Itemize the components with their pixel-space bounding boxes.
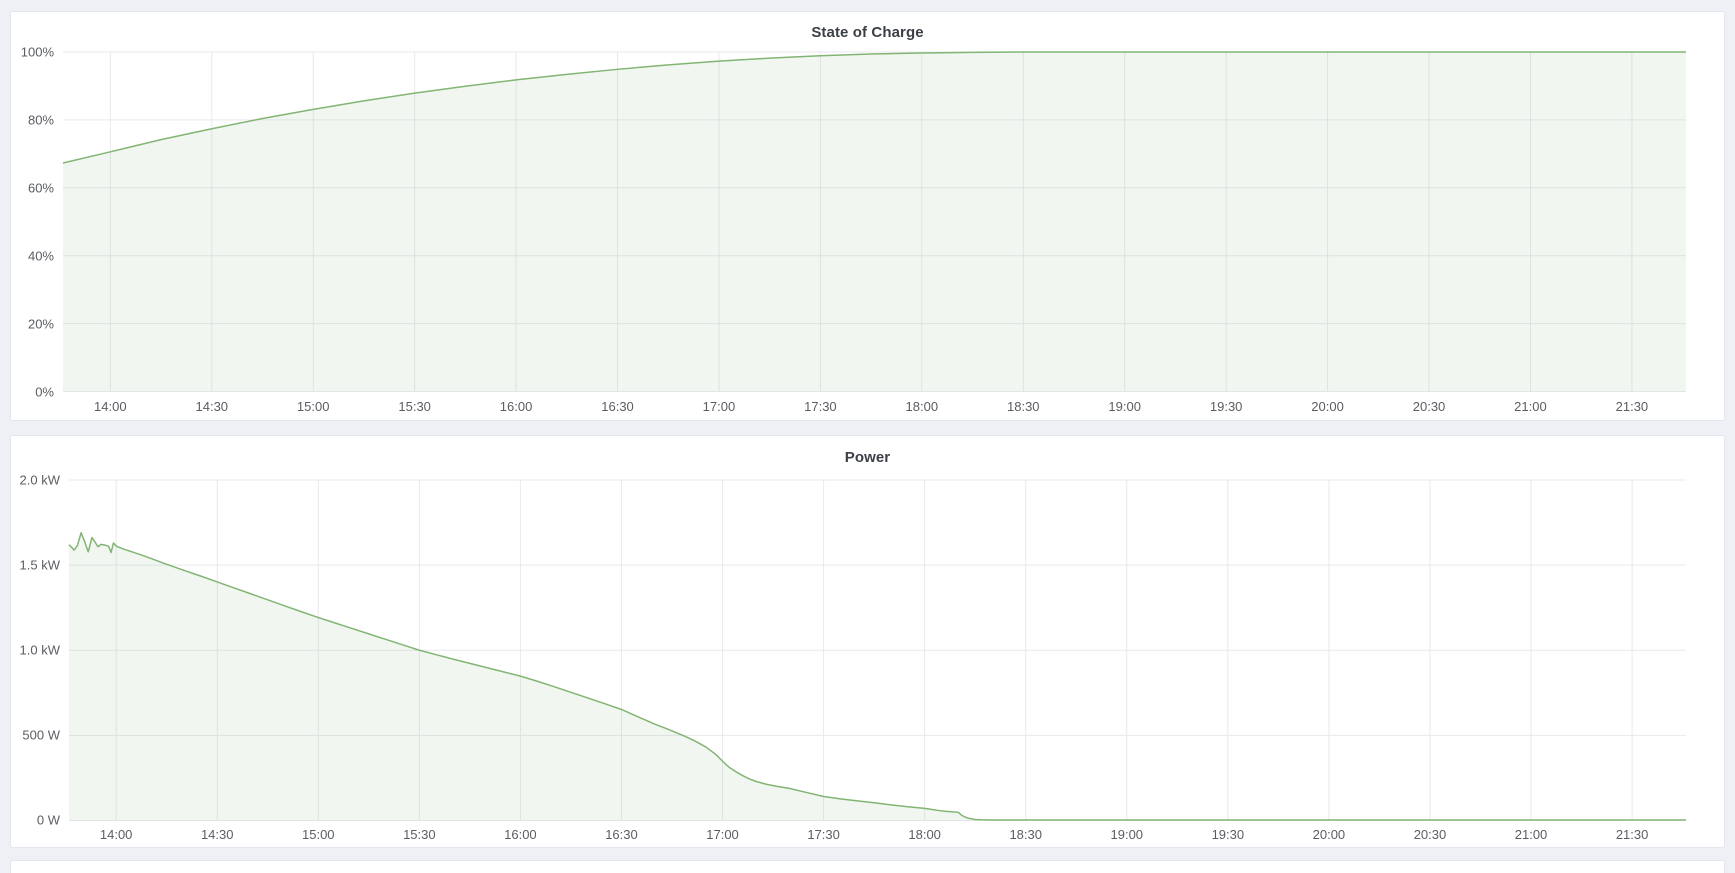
power-plot-svg bbox=[69, 480, 1686, 820]
x-tick-label: 19:30 bbox=[1211, 827, 1245, 842]
series-line bbox=[69, 532, 1686, 819]
y-tick-label: 20% bbox=[27, 316, 54, 332]
y-tick-label: 1.0 kW bbox=[19, 642, 60, 658]
x-tick-label: 18:30 bbox=[1009, 827, 1042, 842]
panel-state-of-charge: State of Charge 0% 20% 40% 60% 80% 100% 14:00… bbox=[10, 11, 1725, 421]
y-tick-label: 500 W bbox=[22, 727, 60, 743]
x-tick-label: 20:00 bbox=[1312, 827, 1346, 842]
x-tick-label: 20:30 bbox=[1412, 398, 1446, 414]
next-panel-top-edge bbox=[10, 860, 1725, 873]
panel-title-state-of-charge[interactable]: State of Charge bbox=[811, 23, 924, 41]
x-tick-label: 16:00 bbox=[504, 827, 537, 842]
soc-y-axis: 0% 20% 40% 60% 80% 100% bbox=[11, 46, 63, 399]
x-tick-label: 18:30 bbox=[1006, 398, 1040, 414]
x-tick-label: 18:00 bbox=[905, 398, 939, 414]
area-fill bbox=[69, 532, 1686, 820]
y-tick-label: 0 W bbox=[36, 812, 60, 828]
x-tick-label: 16:30 bbox=[605, 827, 638, 842]
panel-header-state-of-charge: State of Charge bbox=[11, 12, 1724, 52]
y-tick-label: 40% bbox=[27, 248, 54, 264]
state-of-charge-chart: 0% 20% 40% 60% 80% 100% 14:00 14:30 15:00 15:30 1… bbox=[11, 46, 1724, 420]
x-tick-label: 17:00 bbox=[706, 827, 739, 842]
x-tick-label: 16:00 bbox=[499, 398, 533, 414]
series-line bbox=[63, 52, 1686, 163]
x-tick-label: 15:00 bbox=[302, 827, 335, 842]
power-plot-area[interactable] bbox=[69, 480, 1686, 820]
x-tick-label: 15:00 bbox=[296, 398, 330, 414]
x-tick-label: 14:00 bbox=[99, 827, 133, 842]
x-tick-label: 20:00 bbox=[1311, 398, 1344, 414]
x-tick-label: 21:30 bbox=[1615, 398, 1649, 414]
area-fill bbox=[63, 52, 1686, 392]
panel-title-power[interactable]: Power bbox=[844, 449, 891, 467]
x-tick-label: 21:00 bbox=[1514, 398, 1547, 414]
panel-power: Power 0 W 500 W 1.0 kW 1.5 kW 2.0 kW 14:00 14… bbox=[10, 434, 1725, 848]
x-tick-label: 19:00 bbox=[1110, 827, 1144, 842]
power-y-axis: 0 W 500 W 1.0 kW 1.5 kW 2.0 kW bbox=[11, 473, 69, 826]
y-tick-label: 1.5 kW bbox=[19, 557, 60, 573]
x-tick-label: 21:30 bbox=[1615, 827, 1649, 842]
x-tick-label: 19:00 bbox=[1108, 398, 1141, 414]
soc-plot-area[interactable] bbox=[63, 52, 1686, 392]
power-chart: 0 W 500 W 1.0 kW 1.5 kW 2.0 kW 14:00 14:30 15:… bbox=[11, 473, 1724, 847]
x-tick-label: 17:30 bbox=[804, 398, 837, 414]
x-tick-label: 17:00 bbox=[702, 398, 736, 414]
x-tick-label: 15:30 bbox=[403, 827, 436, 842]
x-tick-label: 18:00 bbox=[908, 827, 941, 842]
x-tick-label: 20:30 bbox=[1413, 827, 1447, 842]
y-tick-label: 60% bbox=[27, 180, 54, 196]
x-tick-label: 14:30 bbox=[200, 827, 234, 842]
x-tick-label: 21:00 bbox=[1514, 827, 1548, 842]
y-tick-label: 80% bbox=[27, 112, 54, 128]
x-tick-label: 14:00 bbox=[94, 398, 127, 414]
x-tick-label: 19:30 bbox=[1209, 398, 1243, 414]
y-tick-label: 2.0 kW bbox=[19, 472, 60, 488]
x-tick-label: 14:30 bbox=[195, 398, 229, 414]
power-x-axis: 14:00 14:30 15:00 15:30 16:00 16:30 17:00 17:30… bbox=[69, 820, 1686, 847]
x-tick-label: 16:30 bbox=[601, 398, 634, 414]
y-tick-label: 0% bbox=[35, 384, 54, 400]
soc-plot-svg bbox=[63, 52, 1686, 392]
x-tick-label: 17:30 bbox=[807, 827, 840, 842]
panel-header-power: Power bbox=[11, 436, 1724, 480]
y-tick-label: 100% bbox=[20, 44, 54, 60]
soc-x-axis: 14:00 14:30 15:00 15:30 16:00 16:30 17:00 17:30… bbox=[63, 392, 1686, 420]
x-tick-label: 15:30 bbox=[398, 398, 431, 414]
